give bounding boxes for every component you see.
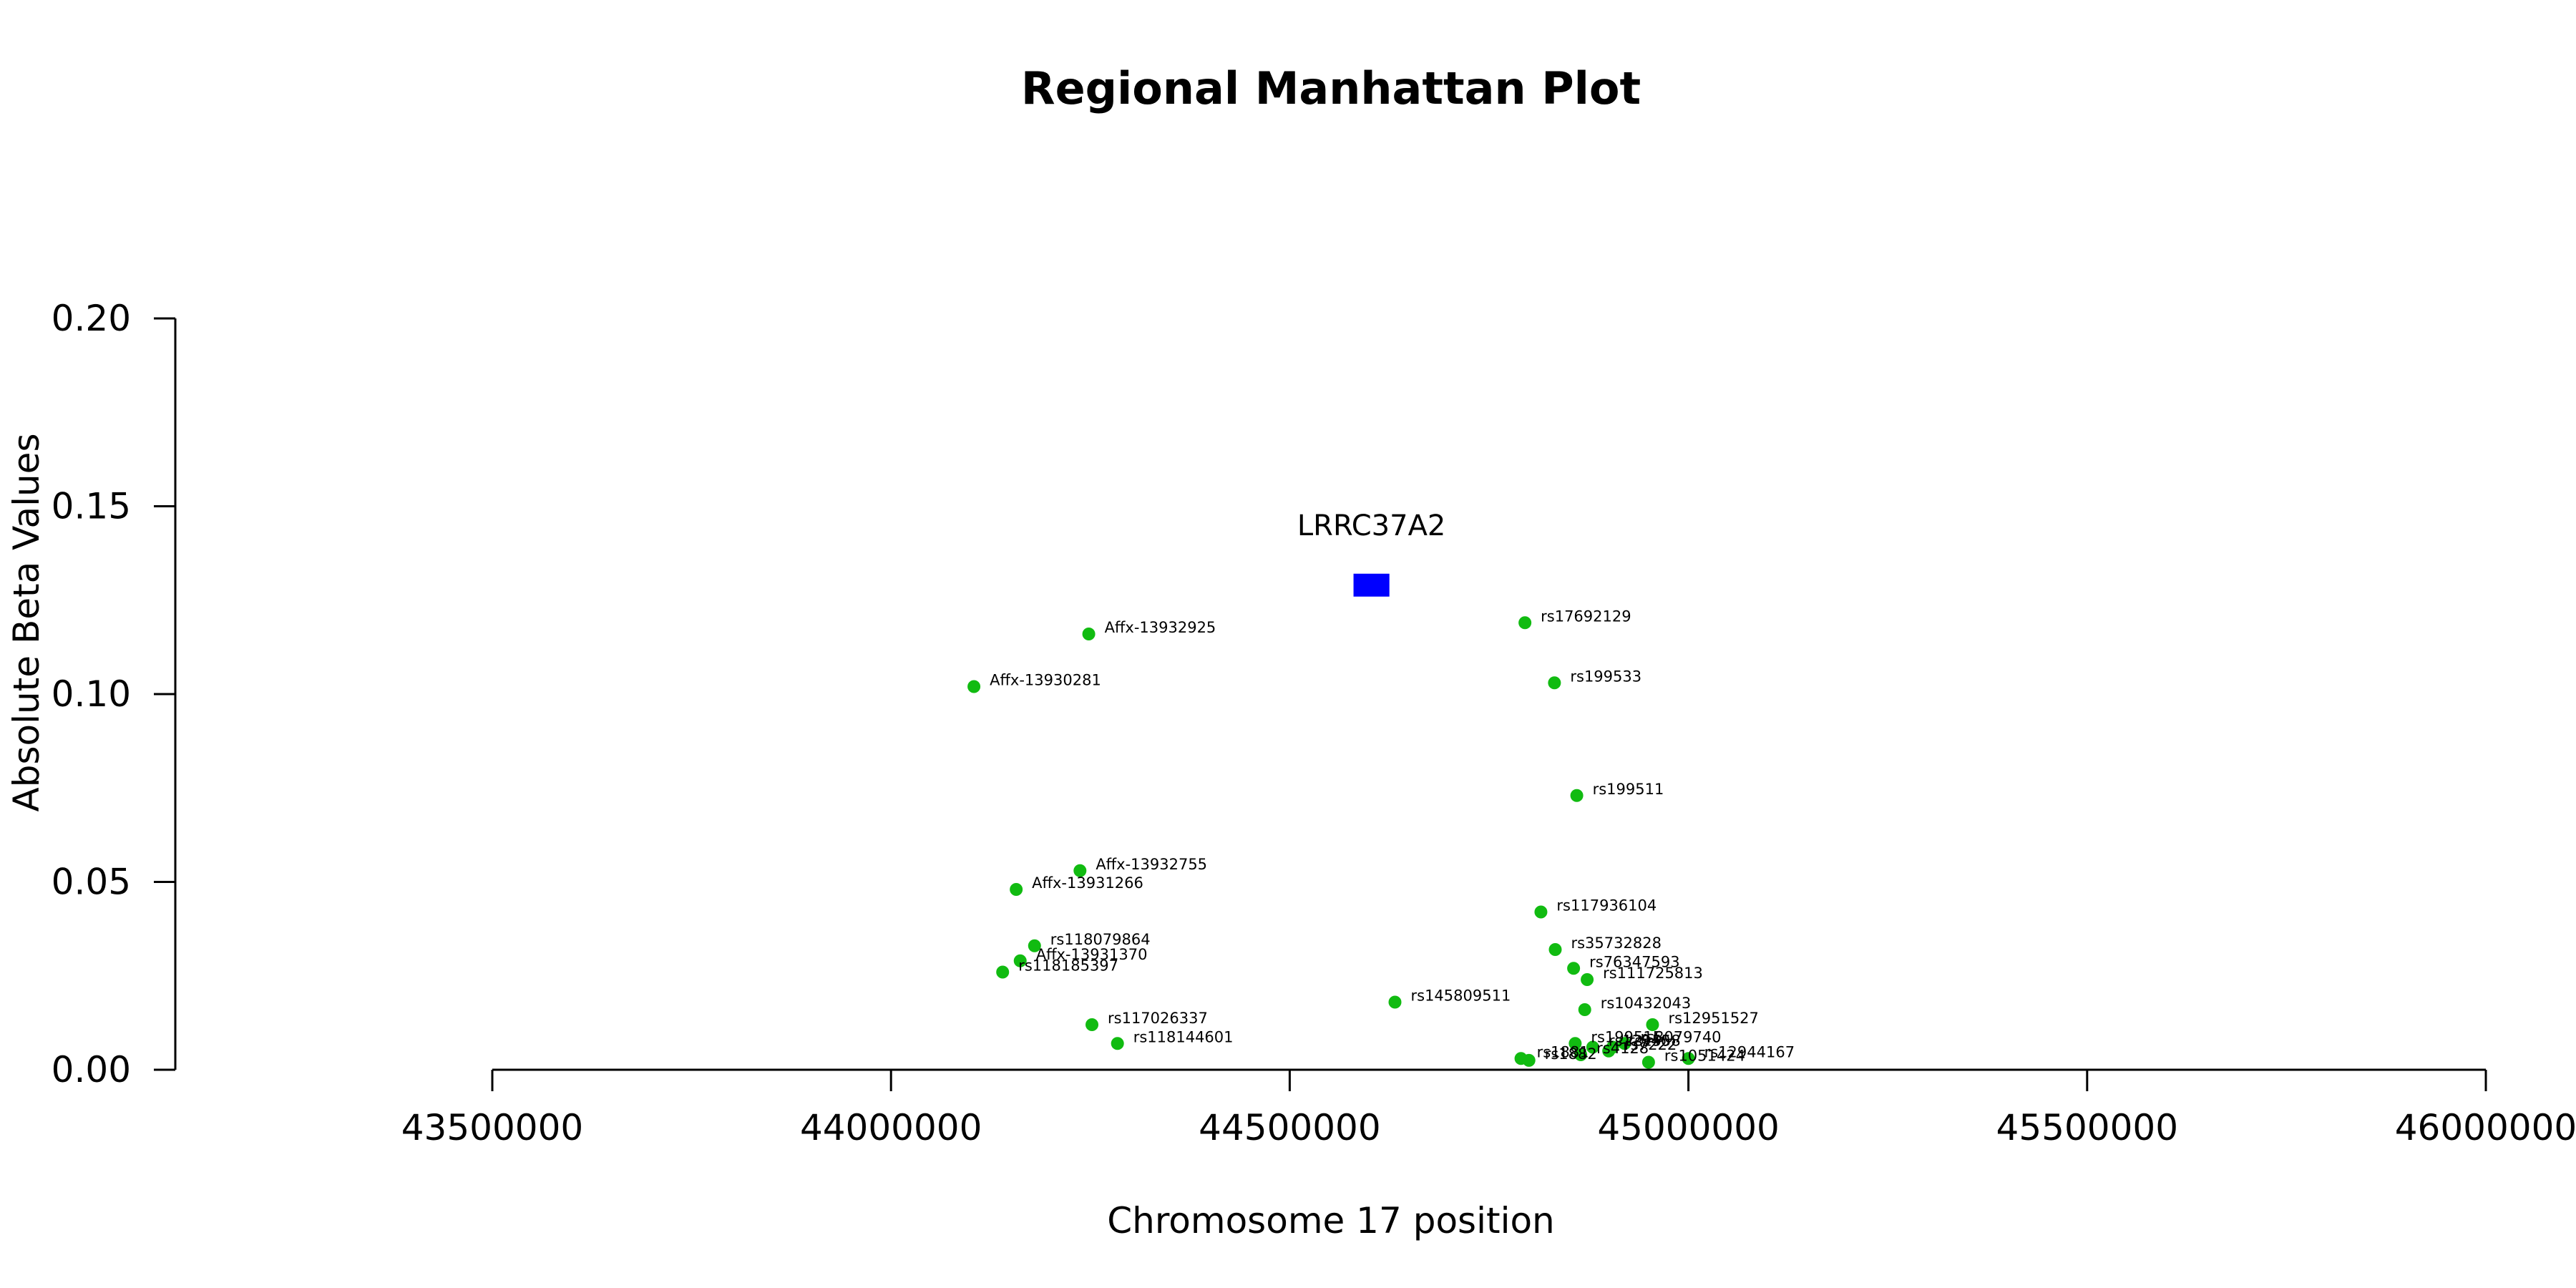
snp-label: rs118079864 [1050, 931, 1151, 948]
snp-point [967, 680, 981, 693]
gene-track: LRRC37A2 [1297, 509, 1446, 597]
snp-label: rs111725813 [1603, 965, 1703, 982]
snp-label: Affx-13932755 [1096, 856, 1207, 873]
x-tick-label: 43500000 [401, 1107, 584, 1148]
snp-point [1646, 1018, 1659, 1031]
x-tick-label: 46000000 [2395, 1107, 2576, 1148]
snp-point [1534, 905, 1548, 919]
snp-point [1682, 1052, 1695, 1065]
snp-label: rs4128 [1596, 1040, 1649, 1057]
snp-points [967, 616, 1695, 1069]
snp-label: rs12951527 [1668, 1010, 1758, 1027]
snp-label: Affx-13932925 [1105, 619, 1216, 636]
snp-point [1586, 1040, 1599, 1054]
snp-label: rs8079740 [1640, 1028, 1721, 1045]
y-tick-label: 0.20 [52, 298, 131, 339]
snp-point [1548, 676, 1561, 690]
snp-point [1602, 1044, 1616, 1058]
snp-point [1010, 883, 1023, 896]
snp-label: Affx-13931370 [1036, 946, 1148, 963]
snp-label: rs199533 [1570, 668, 1641, 685]
snp-label: rs199515 [1591, 1028, 1662, 1045]
snp-label: rs117026337 [1108, 1010, 1208, 1027]
y-tick-label: 0.15 [52, 486, 131, 527]
snp-point [1618, 1037, 1631, 1050]
snp-label: Affx-13931266 [1032, 874, 1143, 892]
x-axis: 43500000 44000000 44500000 45000000 45500000… [401, 1068, 2576, 1148]
snp-point [1111, 1037, 1124, 1050]
y-tick-label: 0.10 [52, 673, 131, 715]
x-tick-label: 44000000 [800, 1107, 982, 1148]
snp-label: rs76347593 [1589, 953, 1679, 970]
snp-label: rs1882 [1545, 1045, 1597, 1063]
x-axis-title: Chromosome 17 position [1107, 1200, 1555, 1241]
snp-point [996, 965, 1010, 979]
snp-label: rs1558 [1629, 1033, 1681, 1050]
snp-point [1570, 789, 1584, 802]
snp-label: rs118185397 [1018, 957, 1118, 975]
snp-label: rs17692129 [1541, 608, 1631, 625]
snp-point [1567, 962, 1581, 975]
snp-label: rs199511 [1593, 781, 1664, 798]
snp-label: rs1881 [1537, 1043, 1589, 1060]
snp-label: rs10432043 [1601, 995, 1691, 1012]
snp-label: rs12940 [1609, 1033, 1670, 1050]
x-tick-label: 44500000 [1199, 1107, 1381, 1148]
y-tick-label: 0.00 [52, 1049, 131, 1091]
snp-label: rs12944167 [1704, 1043, 1795, 1060]
gene-label: LRRC37A2 [1297, 509, 1446, 542]
snp-point [1641, 1055, 1655, 1069]
snp-point [1548, 943, 1562, 956]
snp-point [1568, 1037, 1582, 1050]
snp-label: rs117936104 [1556, 897, 1657, 914]
snp-point [1028, 939, 1041, 952]
snp-point [1522, 1053, 1536, 1067]
snp-label: Affx-13930281 [990, 672, 1101, 689]
snp-point [1581, 973, 1594, 986]
snp-labels: Affx-13932925 Affx-13930281 rs17692129 rs19… [990, 608, 1795, 1064]
x-tick-label: 45500000 [1996, 1107, 2179, 1148]
snp-label: rs145809511 [1411, 987, 1511, 1005]
snp-point [1574, 1048, 1588, 1061]
x-tick-label: 45000000 [1597, 1107, 1780, 1148]
snp-point [1082, 628, 1096, 640]
snp-label: rs35732828 [1571, 935, 1661, 952]
snp-point [1578, 1003, 1591, 1016]
gene-block [1353, 573, 1390, 597]
y-axis: 0.00 0.05 0.10 0.15 0.20 [52, 298, 177, 1091]
y-tick-label: 0.05 [52, 862, 131, 903]
snp-label: rs7222 [1624, 1036, 1677, 1053]
snp-label: rs118144601 [1133, 1028, 1234, 1045]
chart-title: Regional Manhattan Plot [1021, 62, 1641, 114]
snp-point [1073, 864, 1087, 877]
snp-point [1085, 1018, 1099, 1031]
snp-point [1388, 995, 1402, 1009]
snp-point [1013, 954, 1027, 967]
y-axis-title: Absolute Beta Values [6, 434, 47, 812]
snp-label: rs1051424 [1664, 1048, 1745, 1065]
snp-point [1518, 616, 1532, 630]
